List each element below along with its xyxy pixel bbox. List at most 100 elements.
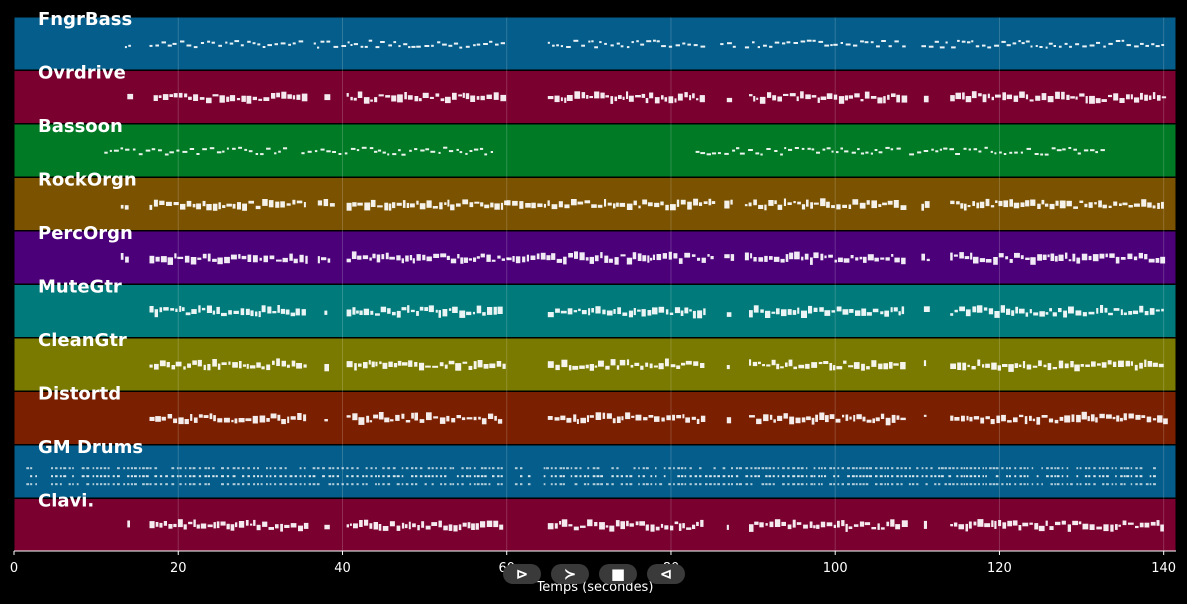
stop-button[interactable]: ■ xyxy=(599,564,637,584)
note xyxy=(278,150,281,153)
note xyxy=(390,419,394,422)
note xyxy=(1078,521,1082,525)
note xyxy=(1119,98,1125,103)
note xyxy=(477,360,483,368)
note xyxy=(248,150,253,153)
note xyxy=(941,467,944,470)
track-lane[interactable] xyxy=(14,445,1176,498)
note xyxy=(417,525,420,531)
note xyxy=(401,467,404,470)
note xyxy=(941,475,944,478)
note xyxy=(959,252,964,259)
note xyxy=(758,361,761,365)
note xyxy=(957,362,962,370)
note xyxy=(874,257,879,262)
note xyxy=(838,96,845,104)
note xyxy=(301,152,305,155)
note xyxy=(562,467,565,470)
note xyxy=(819,412,825,420)
note xyxy=(218,44,222,47)
note xyxy=(458,94,463,97)
note xyxy=(159,360,166,367)
note xyxy=(444,467,447,470)
note xyxy=(1089,95,1095,104)
note xyxy=(420,149,425,152)
note xyxy=(514,467,518,470)
play-button[interactable]: ⊳ xyxy=(503,564,541,584)
note xyxy=(439,362,444,367)
note xyxy=(950,95,955,102)
note xyxy=(883,363,889,370)
note xyxy=(1029,99,1034,102)
note xyxy=(1106,467,1109,470)
note xyxy=(209,413,213,420)
note xyxy=(474,201,480,204)
note xyxy=(1076,475,1079,478)
note xyxy=(1066,475,1069,478)
note xyxy=(450,258,457,264)
note xyxy=(167,414,173,419)
note xyxy=(1019,475,1022,478)
note xyxy=(1099,413,1105,419)
note xyxy=(222,150,225,153)
note xyxy=(497,306,503,314)
note xyxy=(416,311,419,316)
note xyxy=(963,467,966,470)
note xyxy=(792,475,796,478)
note xyxy=(307,150,312,153)
note xyxy=(1030,45,1033,48)
note xyxy=(149,364,153,368)
note xyxy=(849,309,854,313)
note xyxy=(1045,46,1048,49)
note xyxy=(754,467,757,470)
note xyxy=(1126,44,1131,47)
note xyxy=(433,253,440,258)
note xyxy=(531,202,536,209)
note xyxy=(356,483,359,486)
note xyxy=(970,252,973,260)
note xyxy=(86,483,90,486)
note xyxy=(412,258,415,264)
note xyxy=(867,254,874,261)
note xyxy=(801,310,807,318)
note xyxy=(614,96,618,102)
note xyxy=(618,95,622,99)
note xyxy=(160,256,167,263)
note xyxy=(567,308,573,315)
note xyxy=(352,413,358,421)
note xyxy=(207,253,211,262)
note xyxy=(1014,151,1018,154)
note xyxy=(183,366,186,370)
note xyxy=(1018,364,1022,367)
note xyxy=(885,417,891,426)
note xyxy=(370,475,373,478)
note xyxy=(178,417,184,425)
note xyxy=(687,201,692,210)
note xyxy=(985,467,987,470)
note xyxy=(886,521,890,527)
note xyxy=(782,475,785,478)
note xyxy=(196,153,200,155)
note xyxy=(332,151,336,153)
track-lane[interactable] xyxy=(14,17,1176,70)
note xyxy=(955,153,960,155)
note xyxy=(654,202,660,208)
note xyxy=(351,251,357,259)
note xyxy=(732,149,736,152)
note xyxy=(887,475,889,478)
note xyxy=(495,43,499,46)
note xyxy=(1079,200,1084,203)
note xyxy=(865,467,869,470)
note xyxy=(1149,483,1152,486)
note xyxy=(326,150,331,153)
note xyxy=(504,200,508,206)
note xyxy=(398,45,401,48)
note xyxy=(269,483,272,486)
track-lane[interactable] xyxy=(14,124,1176,177)
x-tick-label: 0 xyxy=(10,561,18,576)
note xyxy=(989,467,992,470)
note xyxy=(818,475,821,478)
forward-button[interactable]: ≻ xyxy=(551,564,589,584)
note xyxy=(440,467,443,470)
rewind-button[interactable]: ⊲ xyxy=(647,564,685,584)
